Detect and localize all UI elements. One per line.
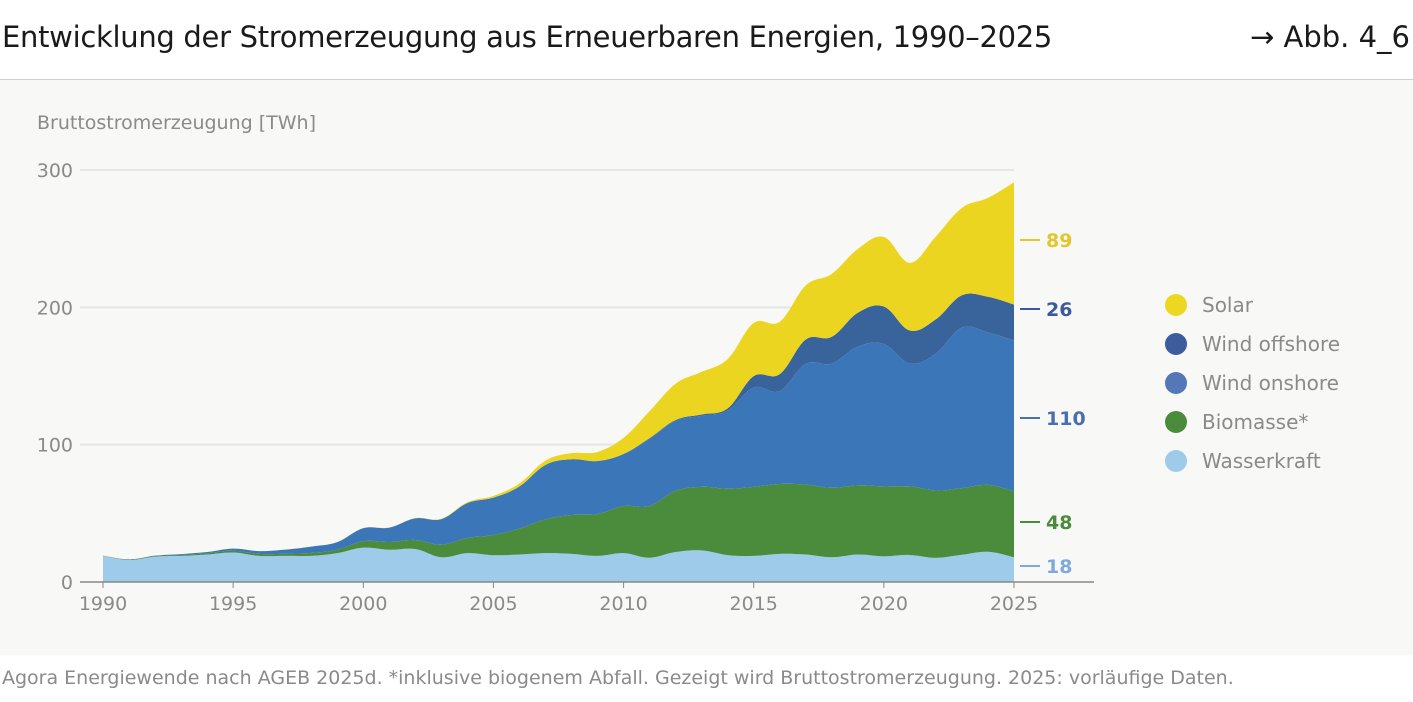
header: Entwicklung der Stromerzeugung aus Erneu… xyxy=(0,0,1413,80)
end-label-value: 110 xyxy=(1046,408,1086,430)
legend: Solar Wind offshore Wind onshore Biomasse* W… xyxy=(1165,285,1340,480)
legend-swatch xyxy=(1165,449,1187,472)
y-tick-label: 100 xyxy=(37,435,73,457)
legend-swatch xyxy=(1165,332,1187,355)
y-tick-label: 0 xyxy=(61,572,73,594)
chart-title: Entwicklung der Stromerzeugung aus Erneu… xyxy=(2,20,1053,54)
area-wind-onshore xyxy=(103,326,1014,560)
legend-swatch xyxy=(1165,293,1187,316)
end-label-value: 48 xyxy=(1046,512,1072,534)
legend-swatch xyxy=(1165,410,1187,433)
x-tick-label: 2025 xyxy=(990,593,1038,615)
legend-item: Solar xyxy=(1165,285,1340,324)
y-tick-label: 200 xyxy=(37,297,73,319)
legend-label: Wasserkraft xyxy=(1202,448,1321,473)
x-tick-label: 1995 xyxy=(209,593,257,615)
x-tick-label: 2010 xyxy=(599,593,647,615)
stacked-area-chart: 0 100 200 300 1990 1995 2000 2005 2010 2015 2020 20… xyxy=(37,160,1094,615)
source-note: Agora Energiewende nach AGEB 2025d. *ink… xyxy=(2,667,1234,689)
legend-swatch xyxy=(1165,371,1187,394)
legend-label: Wind offshore xyxy=(1202,331,1341,356)
area-wasserkraft xyxy=(103,547,1014,582)
x-tick-label: 2005 xyxy=(469,593,517,615)
end-label-value: 18 xyxy=(1046,556,1072,578)
legend-label: Solar xyxy=(1202,292,1253,317)
x-tick-label: 2020 xyxy=(860,593,908,615)
area-biomasse xyxy=(103,483,1014,561)
y-axis-label: Bruttostromerzeugung [TWh] xyxy=(37,112,316,134)
legend-item: Wind onshore xyxy=(1165,363,1340,402)
legend-label: Biomasse* xyxy=(1202,409,1309,434)
x-tick-label: 1990 xyxy=(79,593,127,615)
figure-reference: → Abb. 4_6 xyxy=(1249,20,1410,54)
legend-item: Wasserkraft xyxy=(1165,441,1340,480)
end-label-value: 26 xyxy=(1046,299,1072,321)
x-tick-label: 2000 xyxy=(339,593,387,615)
y-tick-label: 300 xyxy=(37,160,73,182)
legend-item: Wind offshore xyxy=(1165,324,1340,363)
legend-item: Biomasse* xyxy=(1165,402,1340,441)
legend-label: Wind onshore xyxy=(1202,370,1339,395)
end-label-value: 89 xyxy=(1046,230,1072,252)
x-tick-label: 2015 xyxy=(730,593,778,615)
